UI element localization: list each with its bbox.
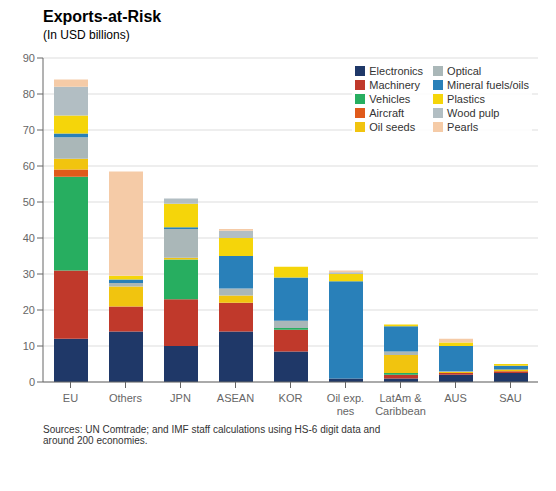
html-text:Optical: Optical bbox=[447, 65, 482, 77]
svg-text:80: 80 bbox=[23, 88, 35, 100]
svg-text:ASEAN: ASEAN bbox=[217, 392, 254, 404]
html-text:Mineral fuels/oils: Mineral fuels/oils bbox=[447, 79, 529, 91]
svg-text:Oil exp.nes: Oil exp.nes bbox=[327, 392, 364, 417]
svg-text:60: 60 bbox=[23, 160, 35, 172]
html-text:Exports-at-Risk: Exports-at-Risk bbox=[43, 8, 162, 25]
svg-text:70: 70 bbox=[23, 124, 35, 136]
html-text:Wood pulp: Wood pulp bbox=[447, 107, 500, 119]
html-text:Electronics: Electronics bbox=[369, 65, 424, 77]
html-text:Oil seeds: Oil seeds bbox=[369, 121, 416, 133]
svg-text:90: 90 bbox=[23, 52, 35, 64]
svg-text:50: 50 bbox=[23, 196, 35, 208]
svg-text:Others: Others bbox=[109, 392, 143, 404]
svg-text:KOR: KOR bbox=[279, 392, 303, 404]
html-text:Sources: UN Comtrade; and IMF: Sources: UN Comtrade; and IMF staff calc… bbox=[43, 424, 381, 446]
html-text:Plastics: Plastics bbox=[447, 93, 485, 105]
svg-text:10: 10 bbox=[23, 340, 35, 352]
html-text:Pearls: Pearls bbox=[447, 121, 479, 133]
svg-text:40: 40 bbox=[23, 232, 35, 244]
svg-text:SAU: SAU bbox=[499, 392, 522, 404]
svg-text:JPN: JPN bbox=[170, 392, 191, 404]
html-text:(In USD billions): (In USD billions) bbox=[43, 28, 130, 42]
svg-text:30: 30 bbox=[23, 268, 35, 280]
html-text:Machinery: Machinery bbox=[369, 79, 420, 91]
svg-text:AUS: AUS bbox=[444, 392, 467, 404]
html-text:Vehicles: Vehicles bbox=[369, 93, 411, 105]
html-text:Aircraft: Aircraft bbox=[369, 107, 405, 119]
svg-text:LatAm &Caribbean: LatAm &Caribbean bbox=[375, 392, 426, 417]
svg-text:EU: EU bbox=[63, 392, 78, 404]
svg-text:20: 20 bbox=[23, 304, 35, 316]
svg-text:0: 0 bbox=[29, 376, 35, 388]
